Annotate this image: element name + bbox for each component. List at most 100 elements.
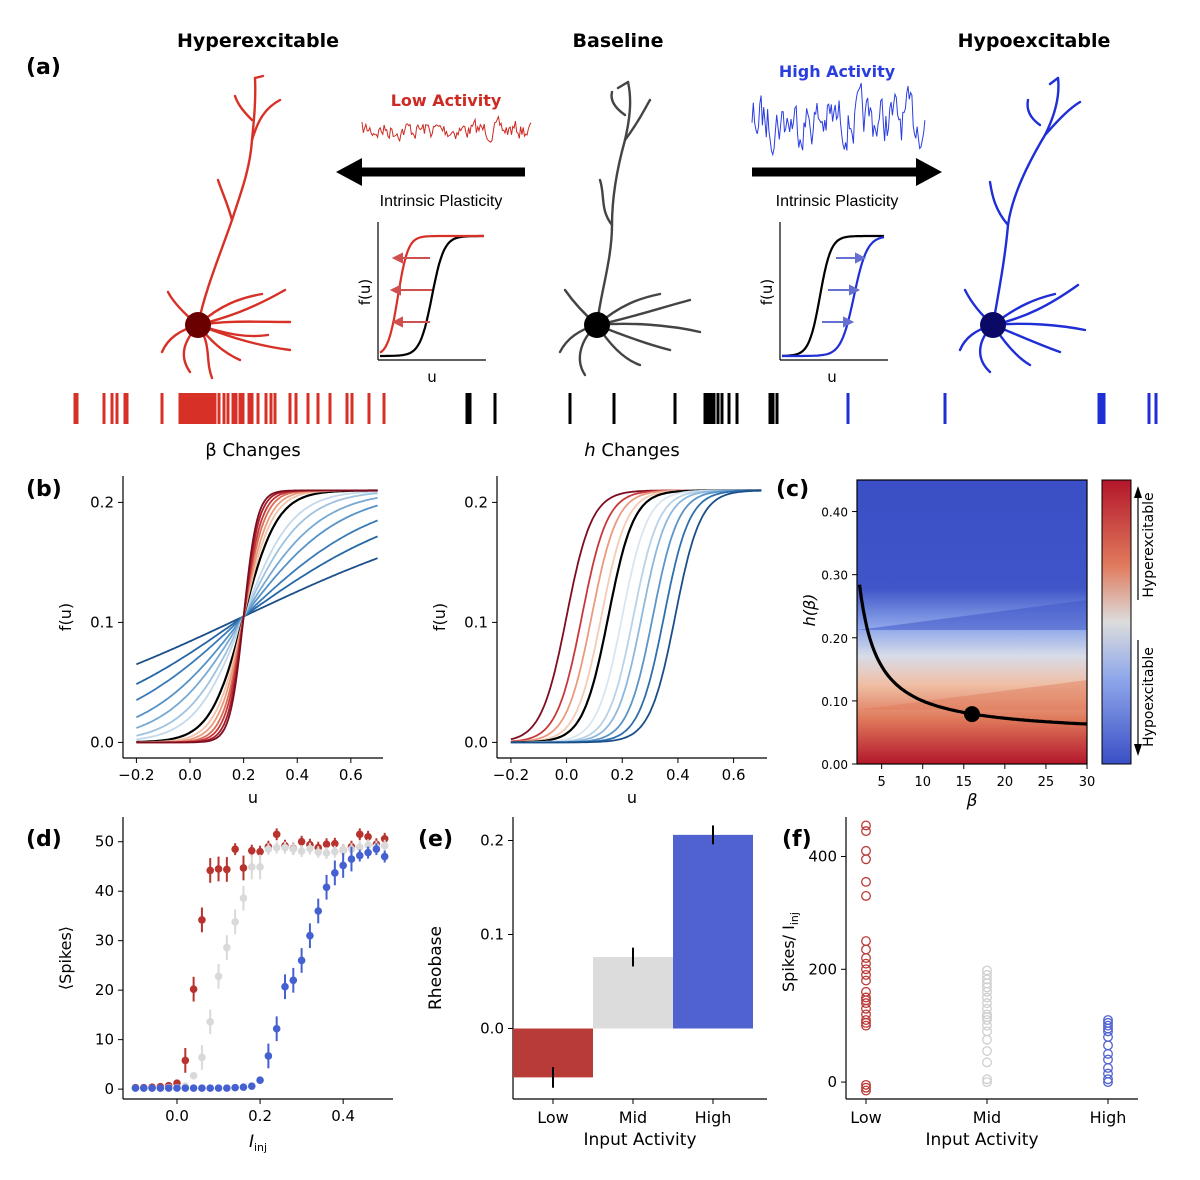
x-axis-label: u bbox=[627, 788, 637, 807]
x-axis-label: Iinj bbox=[249, 1132, 267, 1154]
data-point-high bbox=[289, 976, 298, 985]
data-point-mid bbox=[306, 844, 314, 853]
data-point-high bbox=[181, 1084, 190, 1092]
x-tick-label: 0.4 bbox=[666, 766, 690, 784]
data-point-high bbox=[1103, 1032, 1113, 1042]
y-tick-label: 0.40 bbox=[821, 506, 848, 520]
x-tick-label: 25 bbox=[1038, 775, 1055, 790]
data-point-low bbox=[189, 985, 198, 993]
chart-h-changes: −0.2 0.0 0.2 0.4 0.6 0.0 0.1 0.2 h Changes u f(u) bbox=[430, 440, 767, 807]
x-tick-label: 10 bbox=[914, 775, 931, 790]
chart-spikes-vs-current: 0.0 0.2 0.4 0 10 20 30 40 50 Iinj ⟨Spikes⟩ bbox=[56, 817, 393, 1154]
data-point-low bbox=[861, 1003, 871, 1014]
data-point-high bbox=[231, 1083, 239, 1092]
y-tick-label: 0.0 bbox=[480, 1020, 504, 1038]
data-point-high bbox=[247, 1082, 256, 1090]
x-tick-label: High bbox=[1090, 1108, 1127, 1127]
data-point-high bbox=[1103, 1063, 1113, 1073]
arrow-left bbox=[336, 158, 525, 186]
y-axis-label: Spikes/ Iinj bbox=[779, 912, 801, 992]
y-axis-label: f(u) bbox=[430, 603, 449, 631]
x-tick-label: 0.4 bbox=[331, 1107, 355, 1125]
data-point-mid bbox=[214, 972, 223, 981]
data-point-low bbox=[364, 832, 372, 841]
x-tick-label: 0.0 bbox=[178, 766, 202, 784]
y-tick-label: 0.1 bbox=[480, 926, 504, 944]
x-tick-label: Low bbox=[537, 1108, 569, 1127]
inset-right-shifted-curve bbox=[782, 236, 885, 358]
x-tick-label: 5 bbox=[878, 775, 886, 790]
data-point-mid bbox=[982, 1009, 992, 1020]
y-axis-label-sub: inj bbox=[788, 912, 801, 925]
panel-d: (d) 0.0 0.2 0.4 0 10 20 30 40 50 Iinj ⟨Spikes⟩ bbox=[26, 817, 393, 1154]
inset-right-shift-arrows bbox=[822, 252, 867, 328]
data-point-low bbox=[322, 840, 331, 849]
sigmoid-curve bbox=[136, 490, 378, 741]
data-point-low bbox=[861, 1015, 871, 1025]
data-point-high bbox=[1103, 1077, 1113, 1088]
colorbar-arrowhead-down bbox=[1134, 744, 1142, 756]
arrow-right bbox=[752, 158, 942, 186]
x-tick-label: 0.4 bbox=[285, 766, 309, 784]
data-point-low bbox=[223, 865, 231, 874]
high-activity-label: High Activity bbox=[779, 62, 896, 81]
panel-b: (b) −0.2 0.0 0.2 0.4 0.60.00.10.2β Changesuf… bbox=[26, 440, 767, 807]
x-tick-label: 15 bbox=[956, 775, 973, 790]
data-point-high bbox=[173, 1084, 181, 1092]
inset-left-shift-arrows bbox=[389, 252, 432, 328]
data-point-mid bbox=[355, 843, 364, 851]
data-point-mid bbox=[247, 863, 256, 871]
data-point-low bbox=[861, 958, 871, 969]
data-point-mid bbox=[239, 894, 248, 902]
data-point-high bbox=[339, 861, 347, 870]
data-point-low bbox=[861, 826, 871, 837]
y-tick-label: 200 bbox=[808, 960, 837, 978]
heatmap-band bbox=[857, 680, 1087, 710]
inset-left: f(u) u bbox=[356, 222, 486, 386]
soma-hypoexcitable bbox=[980, 312, 1006, 338]
data-point-low bbox=[861, 1017, 871, 1028]
data-point-low bbox=[256, 847, 264, 856]
data-point-mid bbox=[189, 1071, 198, 1080]
data-point-high bbox=[239, 1083, 248, 1091]
data-point-high bbox=[364, 848, 372, 857]
inset-left-shifted-curve bbox=[379, 234, 484, 354]
spike-raster bbox=[73, 393, 1158, 424]
soma-hyperexcitable bbox=[185, 312, 211, 338]
data-point-low bbox=[861, 820, 871, 831]
sigmoid-curve bbox=[136, 557, 378, 666]
sigmoid-curve bbox=[510, 489, 762, 744]
data-point-low bbox=[861, 891, 871, 901]
data-point-low bbox=[861, 953, 871, 963]
axes-frame bbox=[856, 479, 1088, 765]
panel-c: (c) 5 10 15 20 25 30 0.00 0.10 0.20 0.30 0.40 β h(β)… bbox=[776, 477, 1157, 811]
data-point-mid bbox=[982, 1026, 992, 1037]
data-point-low bbox=[239, 864, 248, 872]
panel-e: (e) 0.0 0.1 0.2 Low Mid High Input Activity Rhe… bbox=[418, 817, 767, 1150]
y-tick-label: 0.2 bbox=[90, 493, 114, 511]
data-point-low bbox=[861, 854, 871, 865]
data-point-high bbox=[131, 1084, 140, 1092]
data-point-mid bbox=[364, 841, 372, 849]
y-tick-label: 20 bbox=[95, 981, 114, 999]
data-point-high bbox=[380, 852, 389, 861]
x-tick-label: 0.6 bbox=[722, 766, 746, 784]
data-point-mid bbox=[272, 843, 281, 852]
data-point-high bbox=[164, 1084, 173, 1092]
y-tick-label: 0 bbox=[104, 1080, 114, 1098]
data-point-low bbox=[231, 845, 239, 853]
sigmoid-curve bbox=[136, 496, 378, 729]
sigmoid-curve bbox=[136, 504, 378, 719]
data-point-low bbox=[198, 916, 206, 924]
data-point-low bbox=[861, 944, 871, 955]
data-point-mid bbox=[982, 982, 992, 993]
data-point-mid bbox=[982, 992, 992, 1003]
data-point-mid bbox=[982, 1077, 992, 1088]
sigmoid-curve bbox=[135, 519, 378, 701]
panel-label-a: (a) bbox=[26, 55, 61, 80]
data-point-high bbox=[355, 851, 364, 860]
y-axis-label: Rheobase bbox=[426, 926, 446, 1010]
neuron-hyperexcitable bbox=[160, 74, 292, 380]
